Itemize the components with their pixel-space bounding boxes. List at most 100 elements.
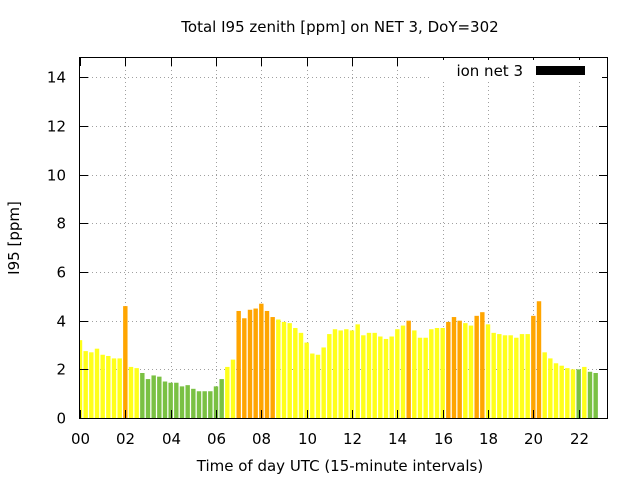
legend-label: ion net 3: [456, 62, 523, 80]
bar: [219, 379, 224, 418]
bar: [196, 391, 202, 418]
bar: [570, 369, 576, 418]
y-tick-label: 6: [56, 264, 66, 282]
bar: [576, 369, 581, 418]
bar-series: [80, 301, 598, 418]
bar: [140, 373, 145, 418]
legend-swatch: [536, 66, 585, 75]
bar: [225, 366, 230, 418]
bar: [332, 329, 338, 418]
bar: [310, 353, 315, 418]
x-tick-label: 16: [434, 430, 453, 448]
bar: [372, 332, 377, 418]
bar: [536, 301, 542, 418]
bar: [446, 321, 451, 418]
bar: [593, 373, 598, 418]
bar: [128, 366, 134, 418]
bar: [111, 358, 117, 418]
bar: [497, 334, 502, 418]
x-tick-label: 12: [343, 430, 362, 448]
bar: [185, 385, 190, 418]
bar: [548, 358, 553, 418]
x-tick-label: 14: [388, 430, 407, 448]
chart-title: Total I95 zenith [ppm] on NET 3, DoY=302: [180, 18, 498, 36]
bar: [559, 365, 564, 418]
bar: [349, 330, 355, 418]
bar: [117, 358, 122, 418]
bar: [582, 366, 587, 418]
bar: [474, 315, 479, 418]
y-tick-label: 14: [47, 69, 66, 87]
y-tick-label: 4: [56, 313, 66, 331]
bar: [429, 329, 434, 418]
bar: [298, 332, 304, 418]
x-tick-label: 00: [71, 430, 90, 448]
bar: [468, 325, 474, 418]
y-tick-label: 10: [47, 167, 66, 185]
bar: [213, 386, 219, 418]
bar: [151, 375, 156, 418]
bar: [525, 334, 530, 418]
plot-border: [79, 57, 608, 419]
bar: [259, 303, 264, 418]
x-tick-label: 10: [298, 430, 317, 448]
x-tick-label: 04: [162, 430, 181, 448]
bar: [565, 368, 570, 418]
bar: [287, 323, 292, 418]
bar: [531, 315, 536, 418]
bar: [378, 336, 383, 418]
bar: [355, 324, 360, 418]
bar: [463, 323, 468, 418]
bar: [168, 382, 173, 418]
bar: [242, 318, 247, 418]
bar: [400, 325, 406, 418]
bar: [106, 355, 111, 418]
bar: [502, 335, 508, 418]
bar: [191, 388, 196, 418]
bar: [327, 334, 332, 418]
bar: [247, 309, 253, 418]
bar: [412, 330, 417, 418]
y-tick-label: 12: [47, 118, 66, 136]
bar: [457, 320, 462, 418]
bar: [491, 332, 496, 418]
bar: [480, 312, 485, 418]
bar: [202, 391, 207, 418]
bar: [230, 359, 236, 418]
bar: [253, 308, 258, 418]
bar: [134, 368, 139, 418]
bar: [508, 335, 513, 418]
bar: [519, 334, 525, 418]
bar: [406, 320, 411, 418]
bar: [236, 310, 241, 418]
legend: ion net 3: [432, 60, 602, 82]
bar: [179, 386, 185, 418]
x-tick-label: 18: [479, 430, 498, 448]
bar: [542, 352, 547, 418]
bar: [423, 337, 428, 418]
bar: [157, 376, 162, 418]
x-tick-labels: 00 02 04 06 08 10 12 14 16 18 20 22: [71, 430, 589, 448]
bar: [514, 337, 519, 418]
bar: [145, 379, 151, 418]
bar: [451, 317, 457, 418]
bar: [270, 317, 275, 418]
bar: [123, 306, 128, 418]
bar: [100, 354, 105, 418]
bar: [80, 340, 83, 418]
bar: [434, 328, 440, 418]
bar: [281, 321, 287, 418]
bar: [587, 371, 593, 418]
x-tick-label: 06: [207, 430, 226, 448]
y-tick-label: 8: [56, 215, 66, 233]
bar: [344, 329, 349, 418]
bar: [264, 310, 270, 418]
bar: [293, 328, 298, 418]
bar: [94, 348, 100, 418]
bar: [383, 338, 389, 418]
bar: [321, 347, 326, 418]
y-tick-labels: 0 2 4 6 8 10 12 14: [47, 69, 66, 428]
bar: [83, 351, 88, 418]
y-axis-label: I95 [ppm]: [5, 201, 23, 275]
